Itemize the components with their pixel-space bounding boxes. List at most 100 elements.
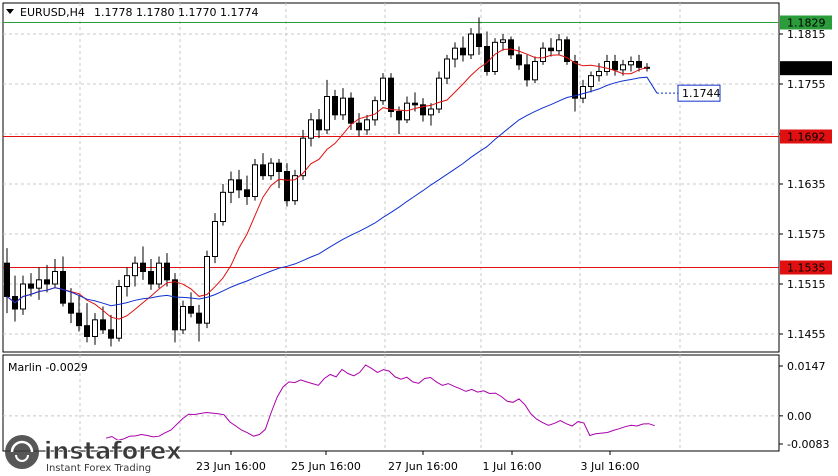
price-axis: 1.18151.17551.16951.16351.15751.15151.14… — [779, 15, 832, 341]
candle-body — [460, 47, 466, 56]
candle — [164, 253, 170, 287]
candle-body — [124, 275, 130, 287]
candle-body — [412, 102, 418, 106]
candle — [124, 267, 130, 297]
candle-body — [100, 319, 106, 331]
candle-body — [36, 279, 42, 289]
green-level-tag-label: 1.1829 — [787, 17, 826, 30]
current-price-tag — [780, 61, 832, 76]
candle — [140, 246, 146, 280]
candle — [556, 34, 562, 55]
collapse-triangle-icon[interactable] — [6, 9, 14, 14]
candle-body — [28, 283, 34, 289]
candle-body — [132, 262, 138, 277]
candle-body — [524, 64, 530, 81]
candle-body — [204, 256, 210, 324]
candle — [236, 169, 242, 199]
red-level-upper-tag — [780, 129, 832, 144]
candle-body — [436, 77, 442, 110]
ma-label-box — [677, 84, 721, 102]
candle — [500, 34, 506, 51]
candle-body — [324, 96, 330, 131]
candle — [588, 71, 594, 93]
price-tick-label: 1.1515 — [787, 278, 826, 291]
ind-tick-label: 0.0147 — [787, 360, 826, 373]
candle-body — [188, 306, 194, 314]
candle-body — [612, 61, 618, 71]
candle-body — [476, 33, 482, 47]
candle-body — [500, 39, 506, 43]
candle — [380, 73, 386, 105]
candle-body — [52, 271, 58, 285]
fast-ma-line — [6, 48, 648, 320]
candle — [484, 31, 490, 76]
candle — [116, 279, 122, 342]
candle — [580, 79, 586, 104]
indicator-label: Marlin -0.0029 — [8, 361, 88, 374]
candle-body — [4, 262, 10, 297]
candle — [452, 42, 458, 68]
candle — [28, 273, 34, 297]
candle-body — [76, 312, 82, 327]
candle — [444, 54, 450, 84]
candle — [308, 113, 314, 147]
candle — [148, 259, 154, 290]
candle — [212, 213, 218, 264]
indicator-grid — [3, 355, 779, 451]
candle-body — [116, 286, 122, 339]
price-tick-label: 1.1815 — [787, 28, 826, 41]
marlin-path — [105, 364, 655, 441]
candle — [60, 256, 66, 307]
price-tick-label: 1.1635 — [787, 178, 826, 191]
candle — [300, 129, 306, 180]
price-tick-label: 1.1755 — [787, 78, 826, 91]
brand-name: instaforex — [44, 437, 182, 465]
candle-body — [156, 262, 162, 285]
candle — [268, 158, 274, 180]
candle — [276, 159, 282, 189]
logo-circle-icon — [5, 435, 39, 469]
candle-body — [92, 319, 98, 338]
candle-body — [308, 119, 314, 139]
candle — [540, 42, 546, 65]
candle-body — [420, 104, 426, 116]
candle-body — [300, 137, 306, 177]
current-price-label: 1.1774 — [787, 62, 826, 75]
candle — [516, 46, 522, 70]
candle — [204, 250, 210, 329]
candle — [636, 54, 642, 72]
time-tick-label: 27 Jun 16:00 — [388, 460, 458, 473]
candle-body — [268, 162, 274, 177]
candle-body — [292, 175, 298, 202]
candle-body — [60, 271, 66, 304]
brand-tagline: Instant Forex Trading — [46, 463, 151, 474]
candle-body — [228, 179, 234, 193]
candle-body — [316, 119, 322, 131]
candle — [228, 171, 234, 204]
candle-body — [140, 262, 146, 272]
candle-body — [564, 39, 570, 62]
candle-body — [532, 61, 538, 81]
candle-body — [380, 77, 386, 102]
candle — [196, 304, 202, 342]
candle-body — [236, 179, 242, 191]
candle-body — [348, 97, 354, 124]
price-tick-label: 1.1575 — [787, 228, 826, 241]
candle — [324, 79, 330, 134]
candle — [468, 28, 474, 59]
candle-body — [604, 61, 610, 72]
candle — [220, 184, 226, 226]
candle-body — [108, 329, 114, 339]
candle-body — [452, 47, 458, 60]
candle — [620, 59, 626, 76]
instaforex-logo: instaforex Instant Forex Trading — [5, 435, 183, 474]
candle-body — [196, 312, 202, 324]
candle-body — [572, 61, 578, 99]
candle-body — [332, 96, 338, 116]
candle-body — [492, 41, 498, 72]
time-tick-label: 3 Jul 16:00 — [581, 460, 640, 473]
candle — [340, 88, 346, 120]
candle-body — [44, 279, 50, 285]
candle — [524, 54, 530, 87]
